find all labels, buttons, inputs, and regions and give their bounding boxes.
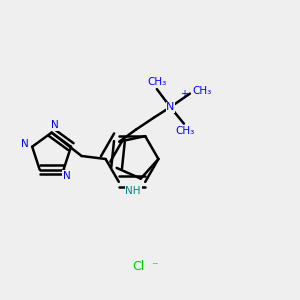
Text: N: N	[63, 170, 70, 181]
Text: +: +	[180, 88, 188, 99]
Text: NH: NH	[125, 186, 141, 196]
Text: CH₃: CH₃	[192, 85, 212, 96]
Text: ⁻: ⁻	[151, 260, 158, 274]
Text: CH₃: CH₃	[176, 126, 195, 136]
Text: Cl: Cl	[132, 260, 144, 274]
Text: N: N	[51, 120, 58, 130]
Text: CH₃: CH₃	[147, 76, 167, 87]
Text: N: N	[166, 102, 175, 112]
Text: N: N	[21, 139, 28, 149]
